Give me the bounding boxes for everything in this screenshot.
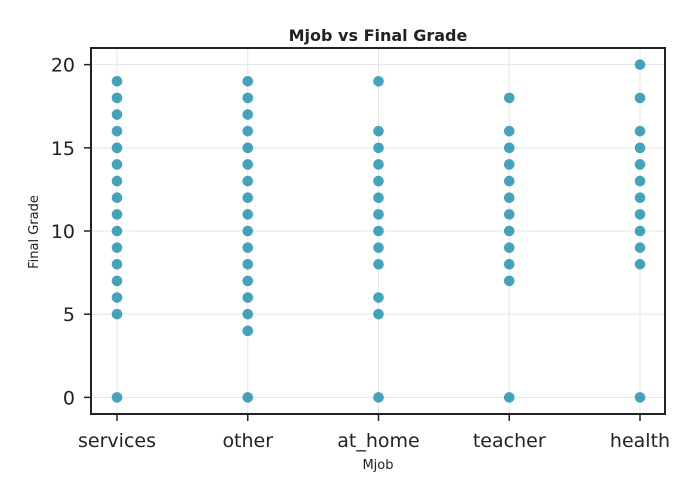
y-tick-label: 10 (51, 221, 75, 243)
data-point (111, 392, 123, 403)
data-point (111, 242, 123, 253)
data-point (242, 225, 254, 237)
data-point (242, 125, 254, 137)
data-point (242, 392, 254, 403)
chart-title: Mjob vs Final Grade (289, 26, 468, 45)
data-point (111, 75, 123, 87)
data-point (111, 142, 123, 154)
x-tick-label: other (222, 430, 273, 452)
data-point (111, 275, 123, 287)
data-point (111, 258, 123, 270)
data-point (634, 192, 646, 204)
axes: 0 5 10 15 20 services other at_home teacher healt… (51, 55, 670, 452)
data-point (373, 225, 384, 237)
data-point (503, 242, 515, 253)
data-point (242, 258, 254, 270)
x-tick-label: health (610, 430, 670, 452)
data-point (373, 292, 384, 303)
data-point (242, 325, 254, 337)
data-point (634, 59, 646, 70)
data-point (242, 308, 254, 320)
data-point (503, 192, 515, 204)
y-tick-label: 0 (63, 387, 75, 409)
data-point (503, 142, 515, 154)
data-point (242, 292, 254, 303)
data-point (111, 308, 123, 320)
data-point (111, 159, 123, 170)
x-tick-label: at_home (337, 430, 419, 452)
data-point (503, 275, 515, 287)
y-tick-label: 20 (51, 55, 75, 77)
data-point (503, 258, 515, 270)
data-point (503, 225, 515, 237)
data-point (373, 258, 384, 270)
data-point (242, 175, 254, 187)
data-point (634, 209, 646, 220)
data-point (634, 258, 646, 270)
data-point (242, 109, 254, 120)
data-point (634, 142, 646, 154)
data-point (373, 209, 384, 220)
data-point (373, 392, 384, 403)
data-point (634, 92, 646, 104)
data-point (634, 125, 646, 137)
data-point (242, 192, 254, 204)
data-point (373, 242, 384, 253)
data-point (111, 225, 123, 237)
data-points (111, 59, 646, 403)
data-point (634, 225, 646, 237)
data-point (242, 242, 254, 253)
data-point (373, 159, 384, 170)
x-tick-label: services (78, 430, 156, 452)
data-point (111, 292, 123, 303)
data-point (111, 209, 123, 220)
data-point (111, 125, 123, 137)
data-point (111, 109, 123, 120)
data-point (503, 92, 515, 104)
data-point (503, 125, 515, 137)
data-point (111, 175, 123, 187)
data-point (242, 209, 254, 220)
x-tick-label: teacher (473, 430, 546, 452)
data-point (634, 392, 646, 403)
data-point (634, 175, 646, 187)
data-point (373, 75, 384, 87)
data-point (242, 275, 254, 287)
data-point (242, 75, 254, 87)
data-point (373, 192, 384, 204)
data-point (242, 159, 254, 170)
y-tick-label: 15 (51, 138, 75, 160)
data-point (503, 159, 515, 170)
x-axis-label: Mjob (362, 458, 393, 473)
data-point (242, 142, 254, 154)
y-tick-label: 5 (63, 304, 75, 326)
data-point (373, 308, 384, 320)
data-point (373, 175, 384, 187)
data-point (503, 392, 515, 403)
y-axis-label: Final Grade (27, 195, 42, 269)
data-point (503, 209, 515, 220)
data-point (634, 242, 646, 253)
data-point (634, 159, 646, 170)
data-point (242, 92, 254, 104)
data-point (111, 92, 123, 104)
data-point (503, 175, 515, 187)
data-point (111, 192, 123, 204)
data-point (373, 125, 384, 137)
data-point (373, 142, 384, 154)
